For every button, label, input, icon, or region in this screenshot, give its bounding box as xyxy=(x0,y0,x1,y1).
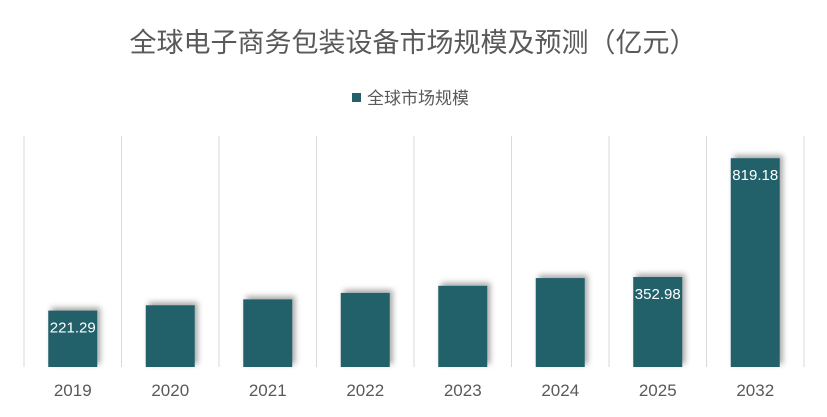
data-label-2032: 819.18 xyxy=(732,167,778,184)
bar-2022 xyxy=(340,292,390,367)
x-tick-2022: 2022 xyxy=(346,381,384,400)
x-tick-2021: 2021 xyxy=(249,381,287,400)
data-label-2025: 352.98 xyxy=(635,286,681,303)
bars xyxy=(48,158,780,367)
x-tick-2024: 2024 xyxy=(541,381,579,400)
x-tick-2023: 2023 xyxy=(444,381,482,400)
chart-title: 全球电子商务包装设备市场规模及预测（亿元） xyxy=(130,28,697,59)
legend: 全球市场规模 xyxy=(352,89,469,109)
legend-label: 全球市场规模 xyxy=(367,89,469,109)
data-label-2019: 221.29 xyxy=(50,320,96,337)
bar-2025 xyxy=(633,277,683,367)
bar-2019 xyxy=(48,310,98,367)
gridlines xyxy=(23,136,805,367)
x-tick-2019: 2019 xyxy=(54,381,92,400)
bar-2020 xyxy=(145,305,195,367)
x-tick-2020: 2020 xyxy=(151,381,189,400)
x-axis-tick-labels: 2019 2020 2021 2022 2023 2024 2025 2032 xyxy=(54,381,774,400)
bar-2021 xyxy=(243,299,293,367)
bar-2032 xyxy=(730,158,780,367)
legend-swatch xyxy=(352,93,361,102)
bar-2023 xyxy=(438,285,488,367)
x-tick-2032: 2032 xyxy=(736,381,774,400)
x-tick-2025: 2025 xyxy=(639,381,677,400)
bar-2024 xyxy=(535,278,585,367)
data-labels: 221.29 352.98 819.18 xyxy=(50,167,778,336)
